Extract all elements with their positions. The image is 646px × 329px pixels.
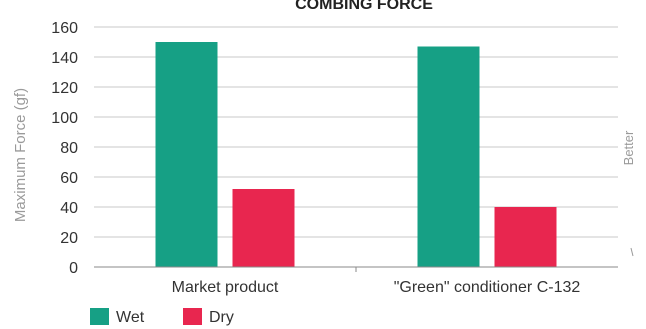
better-label: Better	[621, 130, 636, 165]
bar-dry-1	[494, 207, 557, 267]
category-labels: Market product "Green" conditioner C-132	[172, 279, 581, 296]
bar-wet-0	[155, 42, 218, 267]
y-axis-label: Maximum Force (gf)	[12, 88, 29, 222]
y-tick-label: 160	[51, 20, 78, 37]
chart-title: COMBING FORCE	[295, 0, 433, 13]
y-tick-label: 120	[51, 80, 78, 97]
y-tick-label: 40	[60, 200, 78, 217]
legend-swatch-wet	[90, 308, 109, 325]
bar-wet-1	[417, 46, 480, 267]
y-tick-label: 80	[60, 140, 78, 157]
legend-swatch-dry	[183, 308, 202, 325]
x-tick-label: "Green" conditioner C-132	[394, 279, 581, 296]
y-tick-label: 60	[60, 170, 78, 187]
y-tick-label: 20	[60, 230, 78, 247]
y-tick-labels: 0 20 40 60 80 100 120 140 160	[51, 20, 78, 277]
y-tick-label: 100	[51, 110, 78, 127]
bars	[155, 42, 557, 267]
x-tick-label: Market product	[172, 279, 279, 296]
legend-label-dry: Dry	[209, 309, 234, 326]
legend: Wet Dry	[90, 308, 234, 326]
y-tick-label: 0	[69, 260, 78, 277]
bar-dry-0	[232, 189, 295, 267]
y-tick-label: 140	[51, 50, 78, 67]
legend-label-wet: Wet	[116, 309, 145, 326]
better-arrow-tip	[630, 247, 634, 257]
